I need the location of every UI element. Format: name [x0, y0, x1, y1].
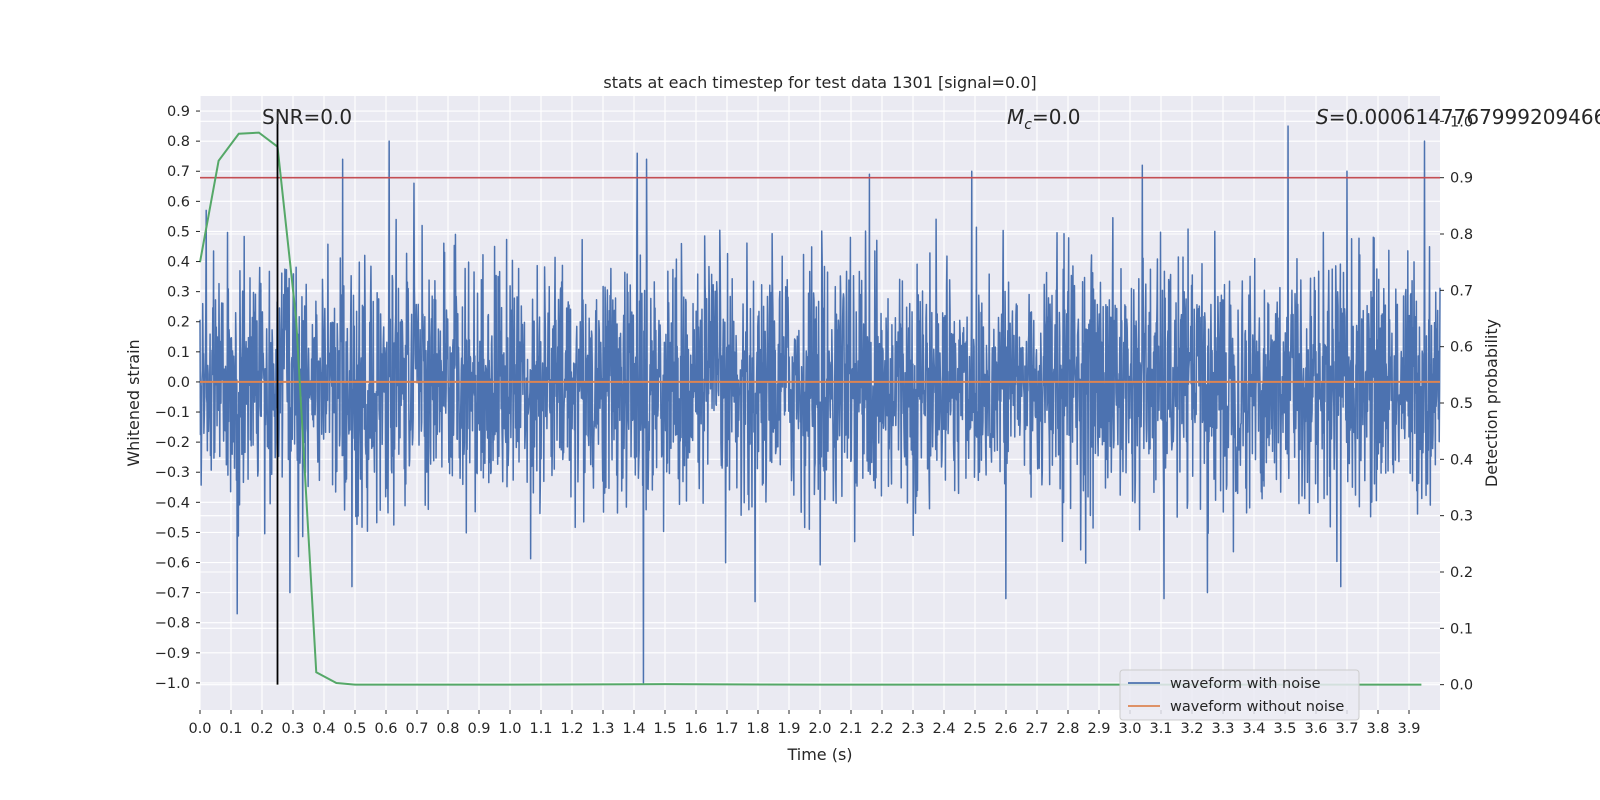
- y-axis-label-right: Detection probability: [1482, 319, 1501, 487]
- x-tick-label: 1.9: [777, 721, 800, 737]
- x-tick-label: 1.8: [746, 721, 769, 737]
- y-tick-label-right: 0.5: [1450, 396, 1473, 412]
- x-tick-label: 0.7: [405, 721, 428, 737]
- mc-value: =0.0: [1032, 105, 1081, 129]
- y-tick-label-right: 0.4: [1450, 452, 1473, 468]
- x-tick-label: 3.1: [1149, 721, 1172, 737]
- mc-symbol: M: [1007, 105, 1024, 129]
- legend-label-without-noise: waveform without noise: [1170, 699, 1344, 715]
- y-tick-label-left: 0.0: [167, 375, 190, 391]
- x-tick-label: 0.8: [436, 721, 459, 737]
- x-tick-label: 3.9: [1397, 721, 1420, 737]
- x-axis-label: Time (s): [786, 745, 852, 764]
- y-tick-label-right: 0.9: [1450, 171, 1473, 187]
- snr-annotation: SNR=0.0: [262, 105, 352, 129]
- x-tick-label: 2.1: [839, 721, 862, 737]
- x-tick-label: 2.8: [1056, 721, 1079, 737]
- y-tick-label-left: 0.3: [167, 285, 190, 301]
- x-tick-label: 3.7: [1335, 721, 1358, 737]
- x-tick-label: 2.5: [963, 721, 986, 737]
- y-tick-label-left: −0.3: [155, 465, 190, 481]
- x-tick-label: 1.6: [684, 721, 707, 737]
- series-detection-probability: [199, 131, 1422, 686]
- y-tick-label-left: 0.7: [167, 164, 190, 180]
- mc-annotation: Mc=0.0: [1007, 105, 1081, 133]
- x-tick-label: 0.0: [188, 721, 211, 737]
- series-waveform-with-noise: [199, 125, 1441, 684]
- y-tick-label-left: 0.6: [167, 194, 190, 210]
- x-tick-label: 1.5: [653, 721, 676, 737]
- y-tick-label-right: 0.8: [1450, 227, 1473, 243]
- x-tick-label: 0.9: [467, 721, 490, 737]
- x-tick-label: 0.3: [281, 721, 304, 737]
- y-tick-label-left: 0.9: [167, 104, 190, 120]
- x-tick-label: 3.5: [1273, 721, 1296, 737]
- x-tick-label: 3.4: [1242, 721, 1265, 737]
- y-tick-label-left: −0.5: [155, 525, 190, 541]
- x-tick-label: 3.2: [1180, 721, 1203, 737]
- y-tick-label-right: 0.2: [1450, 565, 1473, 581]
- y-tick-label-right: 0.7: [1450, 283, 1473, 299]
- x-tick-label: 0.4: [312, 721, 335, 737]
- x-tick-label: 2.6: [994, 721, 1017, 737]
- y-tick-label-right: 0.0: [1450, 678, 1473, 694]
- plot-series: [199, 121, 1441, 686]
- x-tick-label: 2.9: [1087, 721, 1110, 737]
- x-tick-label: 1.3: [591, 721, 614, 737]
- x-tick-label: 3.3: [1211, 721, 1234, 737]
- y-tick-label-right: 0.3: [1450, 509, 1473, 525]
- y-tick-label-left: 0.2: [167, 315, 190, 331]
- axis-ticks: 0.0 0.1 0.2 0.3 0.4 0.5 0.6 0.7 0.8 0.9 1.0 1.1 1.2 1…: [155, 104, 1473, 737]
- x-tick-label: 0.2: [250, 721, 273, 737]
- x-tick-label: 2.4: [932, 721, 955, 737]
- y-tick-label-left: 0.8: [167, 134, 190, 150]
- y-tick-label-left: 0.4: [167, 255, 190, 271]
- legend: waveform with noise waveform without noi…: [1119, 669, 1360, 721]
- x-tick-label: 0.6: [374, 721, 397, 737]
- x-tick-label: 1.0: [498, 721, 521, 737]
- y-tick-label-right: 0.6: [1450, 340, 1473, 356]
- x-tick-label: 2.2: [870, 721, 893, 737]
- x-tick-label: 2.3: [901, 721, 924, 737]
- x-tick-label: 3.8: [1366, 721, 1389, 737]
- x-tick-label: 1.7: [715, 721, 738, 737]
- s-symbol: S: [1316, 105, 1329, 129]
- y-tick-label-left: −0.7: [155, 586, 190, 602]
- y-tick-label-right: 1.0: [1450, 114, 1473, 130]
- x-tick-label: 2.7: [1025, 721, 1048, 737]
- y-tick-label-right: 0.1: [1450, 621, 1473, 637]
- y-tick-label-left: 0.5: [167, 224, 190, 240]
- x-tick-label: 3.0: [1118, 721, 1141, 737]
- x-tick-label: 3.6: [1304, 721, 1327, 737]
- y-tick-label-left: −0.1: [155, 405, 190, 421]
- y-axis-label-left: Whitened strain: [124, 339, 143, 466]
- legend-label-with-noise: waveform with noise: [1170, 676, 1321, 692]
- y-tick-label-left: −0.8: [155, 616, 190, 632]
- x-tick-label: 1.4: [622, 721, 645, 737]
- s-value: =0.0006147767999209466: [1329, 105, 1600, 129]
- x-tick-label: 0.1: [219, 721, 242, 737]
- x-tick-label: 1.2: [560, 721, 583, 737]
- y-tick-label-left: 0.1: [167, 345, 190, 361]
- chart-title: stats at each timestep for test data 130…: [603, 73, 1036, 92]
- x-tick-label: 2.0: [808, 721, 831, 737]
- y-tick-label-left: −0.6: [155, 556, 190, 572]
- y-tick-label-left: −0.4: [155, 495, 190, 511]
- x-tick-label: 0.5: [343, 721, 366, 737]
- y-tick-label-left: −0.2: [155, 435, 190, 451]
- s-annotation: S=0.0006147767999209466: [1316, 105, 1600, 129]
- y-tick-label-left: −1.0: [155, 676, 190, 692]
- x-tick-label: 1.1: [529, 721, 552, 737]
- mc-subscript: c: [1024, 117, 1032, 133]
- y-tick-label-left: −0.9: [155, 646, 190, 662]
- legend-box: [1119, 669, 1360, 721]
